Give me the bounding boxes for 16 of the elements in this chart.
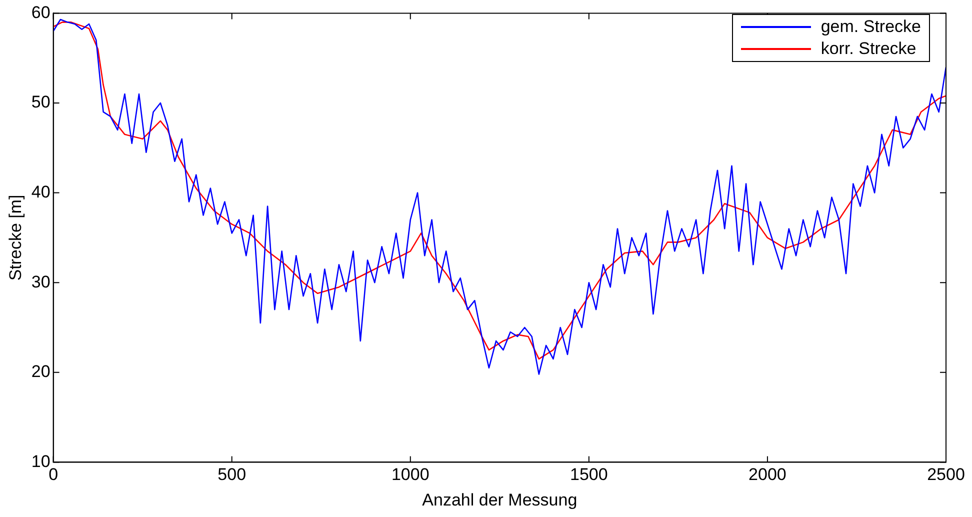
x-tick-label: 2500 — [927, 465, 965, 484]
x-axis-title: Anzahl der Messung — [422, 490, 578, 510]
legend-label: gem. Strecke — [820, 17, 921, 37]
x-tick-label: 2000 — [748, 465, 786, 484]
y-tick-label: 50 — [31, 92, 50, 112]
legend-label: korr. Strecke — [820, 39, 916, 59]
y-tick-label: 60 — [31, 2, 50, 22]
x-tick-label: 500 — [218, 465, 246, 484]
y-tick-label: 20 — [31, 362, 50, 382]
x-tick-label: 0 — [48, 465, 58, 484]
x-tick-label: 1500 — [570, 465, 608, 484]
y-tick-label: 40 — [31, 182, 50, 202]
y-axis-title: Strecke [m] — [6, 194, 25, 281]
x-tick-label: 1000 — [391, 465, 430, 484]
y-tick-label: 30 — [31, 272, 50, 292]
y-tick-label: 10 — [31, 452, 50, 471]
